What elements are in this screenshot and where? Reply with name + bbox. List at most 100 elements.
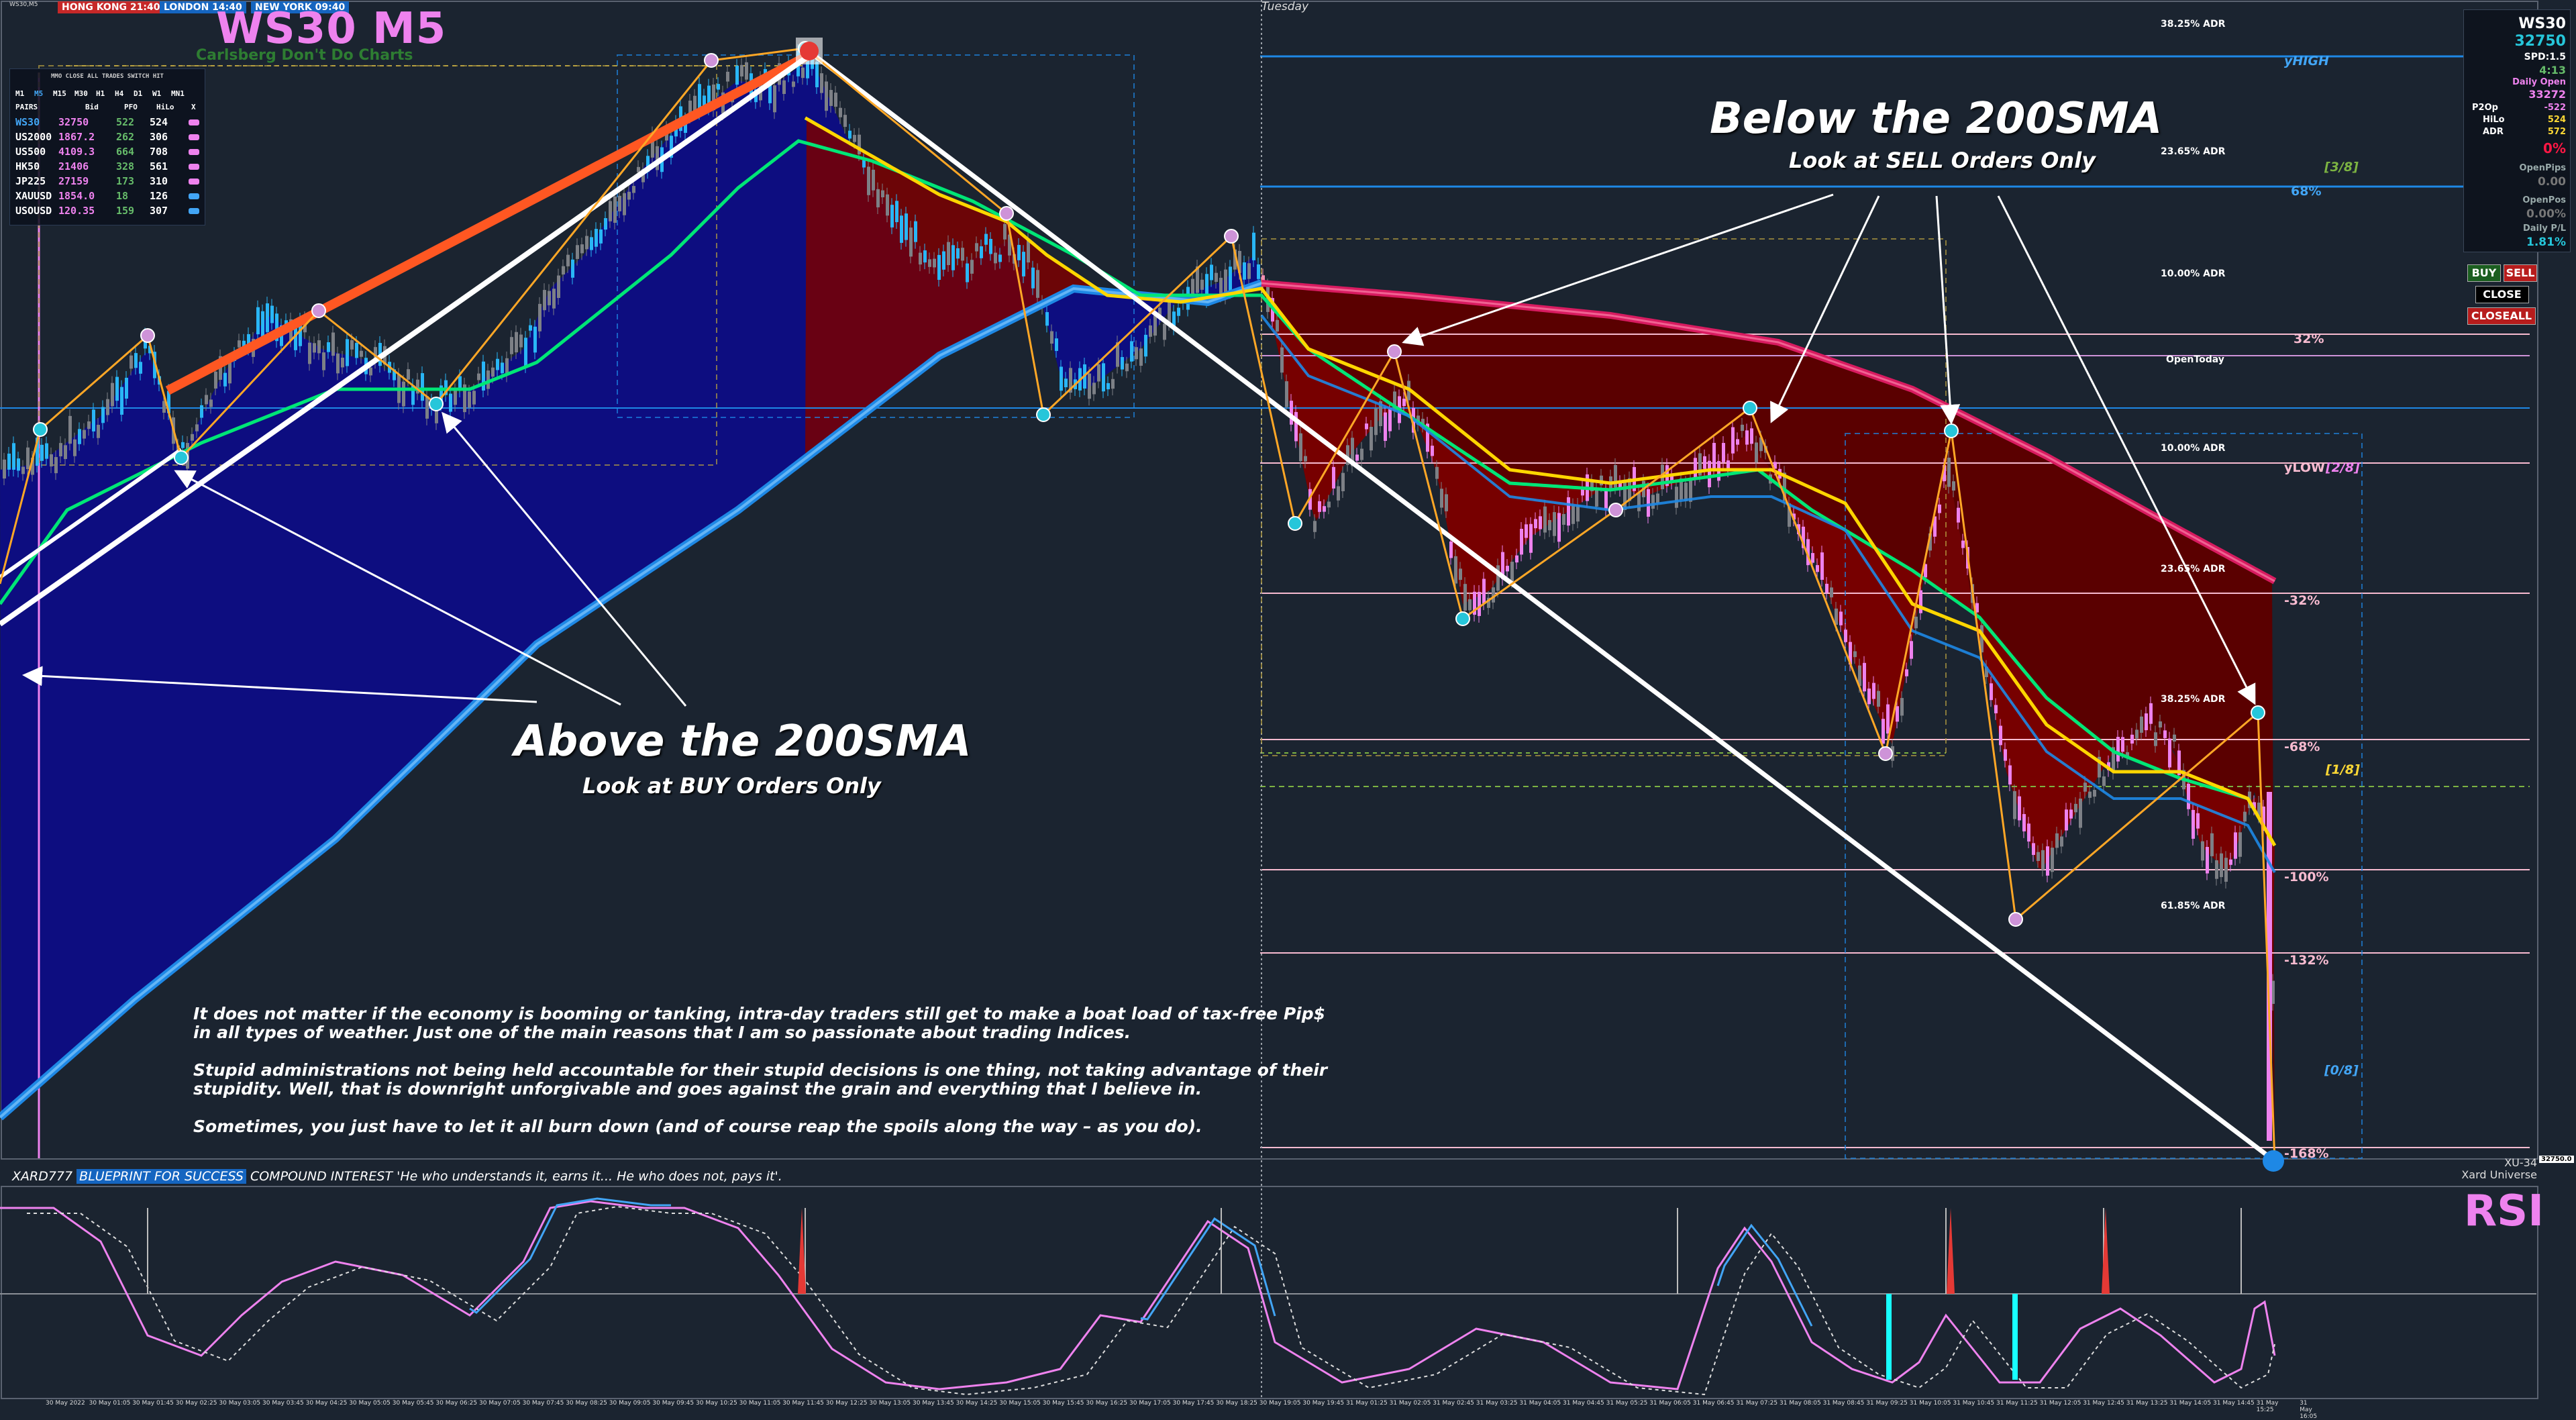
info-adr: 572 [2547,127,2566,137]
tf-m30[interactable]: M30 [74,89,88,98]
candle [1811,553,1814,563]
candle [374,347,377,362]
candle [834,93,837,107]
time-tick: 31 May 15:25 [2256,1400,2279,1413]
candle [881,190,884,198]
candle [1285,381,1288,407]
candle [1947,458,1951,487]
candle [538,303,542,332]
pairs-table-title: MMO CLOSE ALL TRADES SWITCH HIT [51,73,164,80]
candle [2022,814,2026,831]
candle [120,387,123,415]
candle [125,377,128,399]
candle [1327,501,1331,508]
sell-button[interactable]: SELL [2504,264,2537,282]
candle [966,263,969,283]
candle [1196,266,1199,293]
candle [115,376,119,401]
tf-m5[interactable]: M5 [34,89,44,98]
candle [862,160,866,168]
candle [717,84,720,90]
candle [1910,641,1913,659]
tf-h4[interactable]: H4 [115,89,124,98]
swing-point [1224,229,1239,244]
swing-point [1455,611,1470,626]
tf-d1[interactable]: D1 [134,89,143,98]
candle [130,355,133,369]
candle [1153,315,1157,336]
candle [2253,802,2256,809]
candle [848,130,852,139]
candle [1501,552,1504,579]
candle [1017,244,1021,260]
range-box [1261,238,1947,756]
close-pair-marker[interactable] [189,179,199,185]
level-label: 32% [2294,332,2324,346]
pair-pfo: 664 [116,146,135,158]
candle [515,332,518,353]
close-pair-marker[interactable] [189,193,199,199]
candle [1130,341,1133,362]
close-pair-marker[interactable] [189,208,199,214]
candle [1238,250,1241,273]
candle [919,252,922,265]
close-pair-marker[interactable] [189,119,199,125]
tf-m1[interactable]: M1 [15,89,25,98]
time-tick: 30 May 19:45 [1302,1400,1345,1407]
swing-point [1288,516,1302,531]
close-pair-marker[interactable] [189,149,199,155]
candle [435,403,438,423]
candle [1313,521,1317,532]
candle [2018,796,2021,821]
candle [1510,562,1514,582]
tf-h1[interactable]: H1 [96,89,105,98]
candle [792,81,795,87]
tf-w1[interactable]: W1 [152,89,162,98]
candle [1022,252,1025,276]
rsi-cyan-spike [1886,1294,1892,1380]
candle [360,350,363,357]
candle [1680,478,1683,500]
close-pair-marker[interactable] [189,164,199,170]
candle [2177,750,2181,776]
candle [313,343,316,353]
info-openpips: 0.00 [2538,175,2566,189]
candle [2224,858,2228,882]
buy-button[interactable]: BUY [2467,264,2501,282]
candle [1346,445,1349,465]
pair-pair: HK50 [15,160,40,172]
downtrend-line [810,52,2277,1163]
annotation-arrow [1770,195,1880,423]
closeall-button[interactable]: CLOSEALL [2467,307,2536,325]
candle [2262,806,2265,831]
candle [2159,721,2162,728]
level-label: -32% [2284,593,2320,608]
candle [1933,516,1937,537]
range-box [38,65,717,466]
adr-label: 38.25% ADR [2161,19,2226,30]
candle [369,367,372,376]
candle [1651,495,1655,509]
candle [2065,809,2068,831]
swing-point [1878,746,1893,761]
paragraph-line: stupidity. Well, that is downright unfor… [193,1079,1202,1099]
swing-point [1387,344,1402,359]
tf-mn1[interactable]: MN1 [171,89,185,98]
candle [1867,689,1871,705]
candle [1938,504,1941,513]
candle [1919,590,1922,613]
pair-pfo: 522 [116,116,135,128]
tf-m15[interactable]: M15 [53,89,66,98]
candle [2037,852,2040,861]
pairs-table[interactable]: MMO CLOSE ALL TRADES SWITCH HIT M1 M5 M1… [9,68,205,225]
candle [1741,424,1744,432]
candle [867,166,870,195]
candle [1783,472,1786,501]
close-button[interactable]: CLOSE [2475,286,2529,303]
hdr-pfo: PFO [124,103,138,111]
status-text: COMPOUND INTEREST 'He who understands it… [250,1169,782,1184]
candle [2135,729,2139,739]
candle [1943,464,1946,482]
close-pair-marker[interactable] [189,134,199,140]
